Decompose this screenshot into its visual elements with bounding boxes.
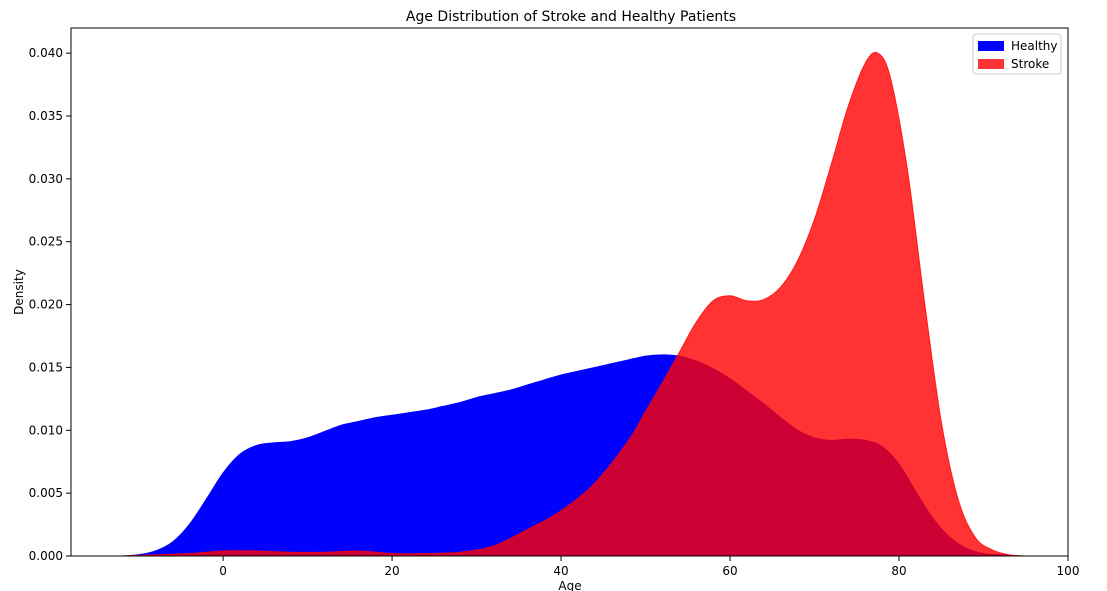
legend-swatch-stroke (978, 59, 1004, 69)
y-tick-label: 0.015 (29, 360, 63, 374)
y-tick-label: 0.030 (29, 172, 63, 186)
x-tick-label: 100 (1057, 564, 1080, 578)
y-tick-label: 0.000 (29, 549, 63, 563)
y-tick-label: 0.040 (29, 46, 63, 60)
axes: 0 20 40 60 80 100 0.000 0.005 0.010 0.015 0.020 0.0… (29, 27, 1080, 578)
legend-label-stroke: Stroke (1011, 57, 1049, 71)
y-axis-title: Density (12, 269, 26, 315)
y-tick-label: 0.035 (29, 109, 63, 123)
series-group (121, 51, 1026, 556)
density-area-stroke (121, 51, 1026, 556)
x-axis-title: Age (558, 579, 581, 591)
y-tick-label: 0.025 (29, 235, 63, 249)
legend-swatch-healthy (978, 41, 1004, 51)
y-tick-label: 0.020 (29, 298, 63, 312)
x-tick-label: 40 (553, 564, 568, 578)
chart-title: Age Distribution of Stroke and Healthy P… (406, 9, 736, 25)
y-tick-label: 0.005 (29, 486, 63, 500)
legend: Healthy Stroke (972, 33, 1062, 75)
plot-frame (70, 27, 1069, 557)
x-tick-label: 80 (891, 564, 906, 578)
plot-area (121, 51, 1026, 556)
y-tick-label: 0.010 (29, 423, 63, 437)
x-tick-label: 60 (722, 564, 737, 578)
x-tick-label: 20 (384, 564, 399, 578)
x-tick-label: 0 (219, 564, 227, 578)
legend-label-healthy: Healthy (1011, 39, 1058, 53)
